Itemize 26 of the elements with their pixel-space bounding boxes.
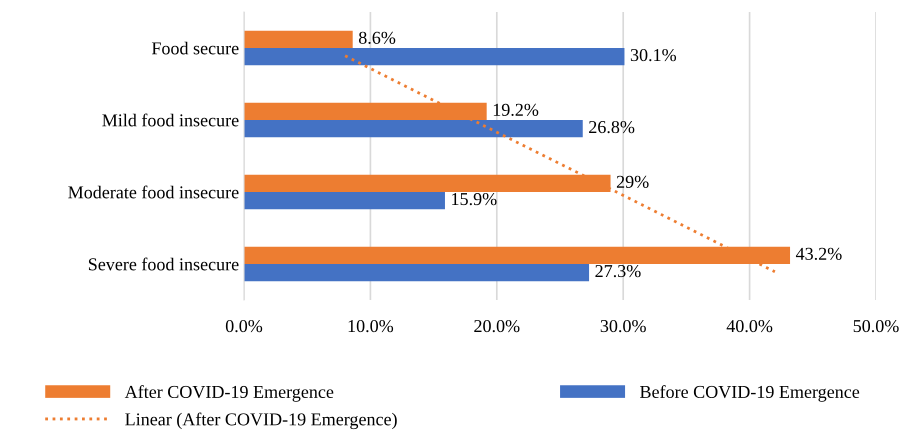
bar — [244, 192, 445, 210]
y-tick-label: Food secure — [152, 42, 239, 54]
y-tick-label: Moderate food insecure — [68, 186, 239, 198]
data-label: 43.2% — [796, 248, 842, 260]
data-label: 8.6% — [358, 32, 396, 44]
data-label: 19.2% — [494, 104, 538, 116]
data-label: 15.9% — [452, 192, 497, 206]
bar — [244, 30, 353, 48]
y-tick-label: Severe food insecure — [88, 258, 239, 270]
legend-label: Before COVID-19 Emergence — [640, 385, 860, 402]
x-tick-label: 0.0% — [226, 320, 262, 332]
bar — [244, 120, 583, 138]
data-label: 26.8% — [589, 120, 634, 134]
x-tick-label: 20.0% — [474, 320, 520, 332]
x-tick-label: 10.0% — [348, 320, 394, 332]
bar — [244, 264, 590, 282]
legend-label: After COVID-19 Emergence — [124, 385, 334, 402]
x-tick-label: 30.0% — [600, 320, 646, 332]
data-label: 29% — [616, 176, 649, 188]
bar — [244, 48, 624, 66]
y-tick-label: Mild food insecure — [102, 114, 239, 126]
legend-label: Linear (After COVID-19 Emergence) — [125, 412, 397, 430]
data-label: 27.3% — [595, 264, 641, 278]
x-tick-label: 40.0% — [726, 320, 772, 332]
data-label: 30.1% — [630, 48, 676, 62]
x-tick-label: 50.0% — [854, 320, 899, 332]
